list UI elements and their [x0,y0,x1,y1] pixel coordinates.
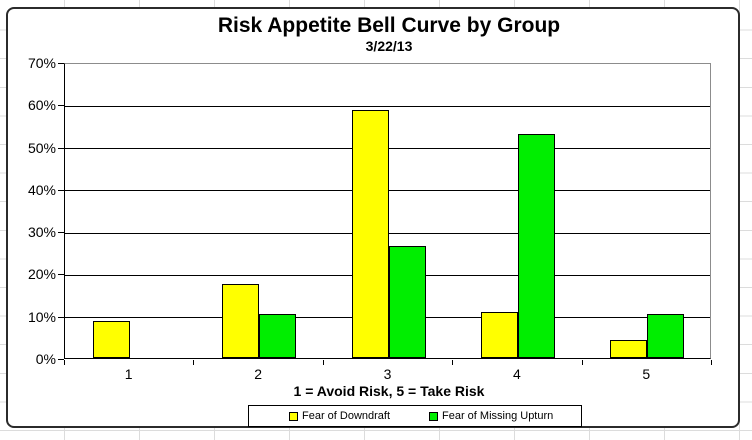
x-category-label-4: 4 [512,366,521,382]
x-tick-mark [64,360,65,365]
x-tick-mark [322,360,324,365]
bar-fear-of-downdraft-cat2[interactable] [222,284,260,358]
gridline-60 [65,105,710,107]
legend-swatch-green-icon [429,411,438,421]
y-tick-label-30%: 30% [27,224,56,241]
bar-fear-of-missing-upturn-cat5[interactable] [647,314,685,358]
y-tick-label-10%: 10% [27,308,56,325]
bar-fear-of-missing-upturn-cat4[interactable] [517,134,555,358]
x-category-label-3: 3 [383,366,392,382]
chart-subtitle: 3/22/13 [365,38,413,54]
x-tick-mark [581,360,583,365]
bar-fear-of-downdraft-cat3[interactable] [351,109,389,358]
plot-area [64,63,711,359]
y-tick-label-50%: 50% [27,139,56,156]
x-category-label-5: 5 [642,366,651,382]
legend-item-fear-of-missing-upturn[interactable]: Fear of Missing Upturn [429,406,553,426]
y-tick-mark [58,359,64,360]
legend-label: Fear of Downdraft [302,410,391,422]
chart-object[interactable]: Risk Appetite Bell Curve by Group 3/22/1… [6,7,740,428]
bar-fear-of-downdraft-cat5[interactable] [610,339,648,358]
y-tick-label-60%: 60% [27,97,56,114]
y-tick-label-70%: 70% [27,55,56,71]
bar-fear-of-downdraft-cat4[interactable] [480,311,518,358]
legend-item-fear-of-downdraft[interactable]: Fear of Downdraft [289,406,390,426]
y-tick-mark [58,316,64,318]
y-tick-label-20%: 20% [27,266,56,283]
chart-title: Risk Appetite Bell Curve by Group [217,14,561,37]
bar-fear-of-missing-upturn-cat3[interactable] [388,245,426,358]
x-tick-mark [452,360,454,365]
y-tick-mark [58,147,64,149]
legend-swatch-yellow-icon [289,411,298,421]
y-tick-mark [58,105,64,107]
y-tick-label-40%: 40% [27,181,56,198]
legend-label: Fear of Missing Upturn [442,410,554,422]
x-category-label-2: 2 [254,366,262,382]
y-tick-mark [58,63,64,64]
x-tick-mark [193,360,195,365]
bar-fear-of-missing-upturn-cat2[interactable] [259,314,297,358]
x-tick-mark [711,360,712,365]
bar-fear-of-downdraft-cat1[interactable] [92,321,130,358]
x-axis-title: 1 = Avoid Risk, 5 = Take Risk [293,383,485,399]
y-tick-label-0%: 0% [35,351,56,367]
x-category-label-1: 1 [124,366,133,382]
y-tick-mark [58,189,64,191]
y-tick-mark [58,274,64,276]
y-tick-mark [58,232,64,234]
legend[interactable]: Fear of Downdraft Fear of Missing Upturn [248,405,582,427]
